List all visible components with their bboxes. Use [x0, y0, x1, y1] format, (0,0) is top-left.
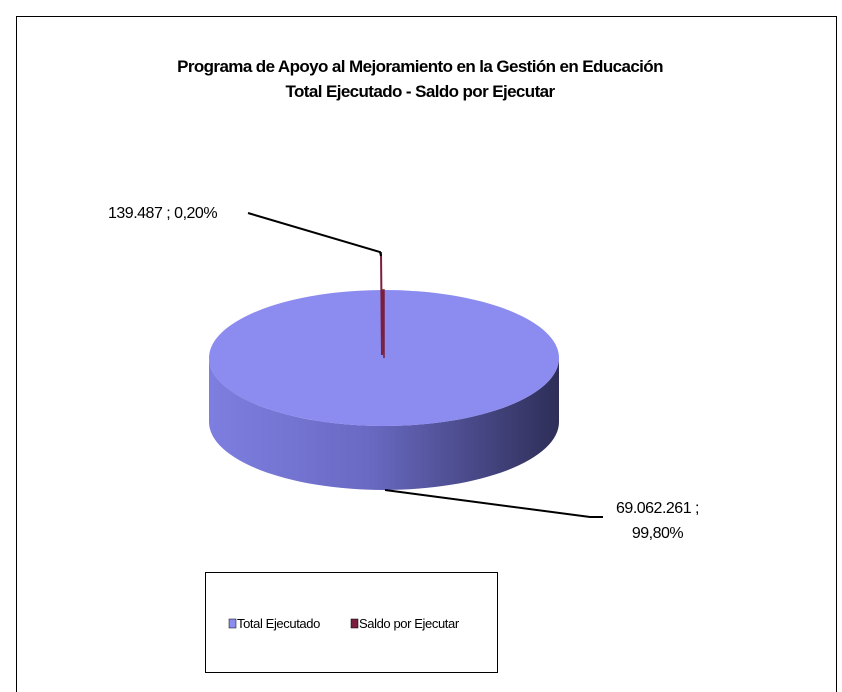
- chart-title: Programa de Apoyo al Mejoramiento en la …: [177, 57, 663, 76]
- chart-subtitle: Total Ejecutado - Saldo por Ejecutar: [285, 82, 555, 101]
- legend-label: Total Ejecutado: [237, 616, 320, 631]
- leader-line: [384, 489, 603, 518]
- leader-line: [247, 212, 382, 257]
- chart-frame: [16, 16, 837, 692]
- data-label: 69.062.261 ; 99,80%: [616, 500, 699, 542]
- pie-side: [209, 358, 559, 490]
- slice-edge: [380, 251, 383, 356]
- data-label: 139.487 ; 0,20%: [108, 205, 218, 222]
- legend-swatch: [228, 618, 237, 629]
- legend-label: Saldo por Ejecutar: [359, 616, 460, 631]
- legend-swatch: [350, 618, 359, 629]
